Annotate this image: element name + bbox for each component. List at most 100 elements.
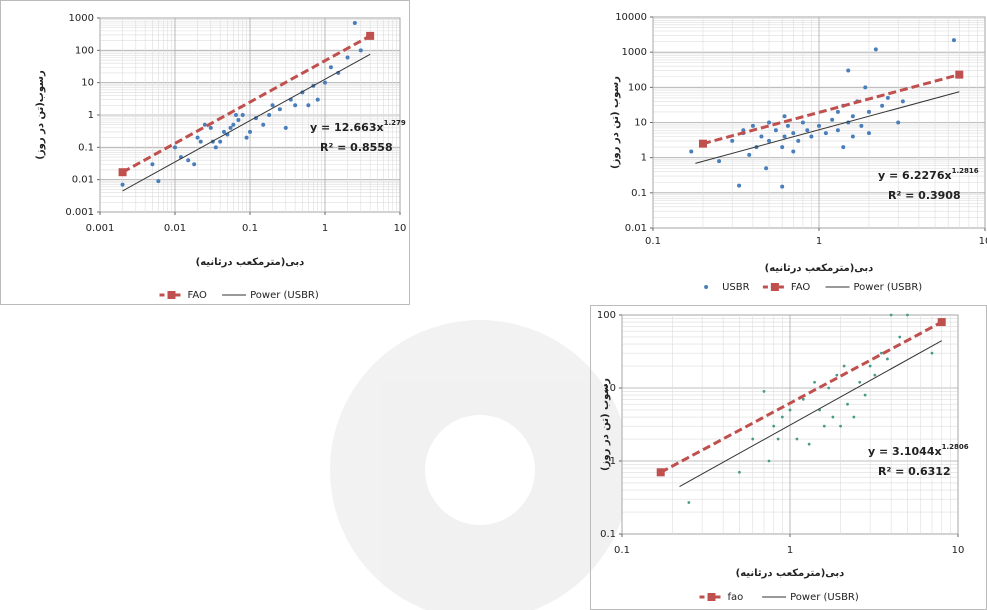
data-point <box>906 313 909 317</box>
r-squared: R² = 0.8558 <box>320 141 393 154</box>
data-point <box>767 138 772 143</box>
data-point <box>283 125 288 130</box>
y-tick-label: 0.001 <box>65 207 94 218</box>
legend-label: Power (USBR) <box>854 282 923 293</box>
data-point <box>873 373 877 377</box>
trend-line-dashed <box>702 73 960 146</box>
data-point <box>791 149 796 154</box>
equation-base: y = 6.2276x <box>878 169 952 182</box>
data-point <box>866 131 871 136</box>
legend-marker <box>167 291 176 299</box>
watermark <box>330 320 630 610</box>
equation-exponent: 1.279 <box>384 119 406 127</box>
data-point <box>737 183 742 188</box>
y-tick-label: 0.1 <box>600 529 616 540</box>
data-point <box>764 166 769 171</box>
data-point <box>880 103 885 108</box>
data-point <box>228 125 233 130</box>
data-point <box>807 442 811 446</box>
equation-base: y = 12.663x <box>310 121 384 134</box>
x-axis-title: دبی(مترمکعب درثانیه) <box>736 568 845 579</box>
data-point <box>898 335 902 339</box>
equation-base: y = 3.1044x <box>868 445 942 458</box>
data-point <box>750 123 755 128</box>
data-point <box>240 113 245 117</box>
r-squared: R² = 0.6312 <box>878 465 951 478</box>
legend-marker <box>704 285 709 289</box>
data-point <box>841 145 846 150</box>
x-tick-label: 0.1 <box>614 545 630 556</box>
legend-label: FAO <box>188 290 207 301</box>
data-point <box>850 134 855 139</box>
chart: 0.001 0.01 0.1 1 10 100 1000 0.001 0.01 0.1 1 10 دبی… <box>35 13 406 301</box>
data-point <box>791 131 796 136</box>
data-point <box>244 135 249 140</box>
y-axis-title: رسوب(تن در روز) <box>35 70 46 160</box>
data-point <box>788 408 792 412</box>
data-point <box>352 21 357 26</box>
data-point <box>780 184 785 189</box>
data-point <box>762 389 766 393</box>
legend-label: FAO <box>791 282 810 293</box>
power-line <box>695 91 960 164</box>
data-point <box>831 415 835 419</box>
y-tick-label: 100 <box>597 310 616 321</box>
data-point <box>858 380 862 384</box>
y-axis-title: رسوب (تن در روز) <box>610 76 621 169</box>
line-marker <box>937 318 946 327</box>
data-point <box>817 123 821 128</box>
data-point <box>835 109 840 114</box>
data-point <box>195 135 200 140</box>
equation: y = 3.1044x1.2806 <box>868 443 969 458</box>
y-tick-label: 1 <box>88 110 94 121</box>
data-point <box>801 397 805 401</box>
x-tick-label: 10 <box>394 223 407 234</box>
data-point <box>782 134 787 139</box>
data-point <box>689 149 694 154</box>
data-point <box>835 373 839 377</box>
data-point <box>231 122 236 127</box>
y-tick-label: 100 <box>628 82 647 93</box>
line-marker <box>656 468 665 477</box>
data-point <box>880 351 883 355</box>
legend-label: USBR <box>722 282 750 293</box>
trend-line-dashed <box>660 320 943 474</box>
data-point <box>328 65 333 70</box>
data-point <box>782 114 787 119</box>
data-point <box>809 134 814 139</box>
data-point <box>261 122 266 127</box>
data-point <box>813 380 816 384</box>
equation-exponent: 1.2816 <box>952 167 979 175</box>
data-point <box>772 424 776 428</box>
data-point <box>208 125 213 130</box>
y-tick-label: 1 <box>610 456 616 467</box>
data-point <box>863 85 868 90</box>
legend-label: Power (USBR) <box>250 290 319 301</box>
legend-marker <box>770 283 779 291</box>
data-point <box>889 313 893 317</box>
x-tick-label: 1 <box>787 545 793 556</box>
data-point <box>846 68 851 73</box>
trend-line-dashed <box>121 34 371 174</box>
line-marker <box>698 139 707 148</box>
data-point <box>267 113 272 117</box>
data-point <box>780 415 784 419</box>
x-tick-label: 10 <box>979 236 987 247</box>
x-tick-label: 0.001 <box>86 223 115 234</box>
line-marker <box>118 168 127 177</box>
data-point <box>202 122 207 127</box>
data-point <box>293 103 298 108</box>
watermark-hole <box>425 415 535 525</box>
y-tick-label: 1000 <box>622 47 647 58</box>
equation: y = 12.663x1.279 <box>310 119 406 134</box>
y-tick-label: 10 <box>634 118 647 129</box>
data-point <box>358 48 363 53</box>
line-marker <box>366 31 375 40</box>
legend-marker <box>707 593 716 601</box>
data-point <box>773 128 778 133</box>
data-point <box>852 415 856 419</box>
x-tick-label: 0.1 <box>645 236 661 247</box>
data-point <box>717 159 722 164</box>
y-tick-label: 10000 <box>615 12 647 23</box>
